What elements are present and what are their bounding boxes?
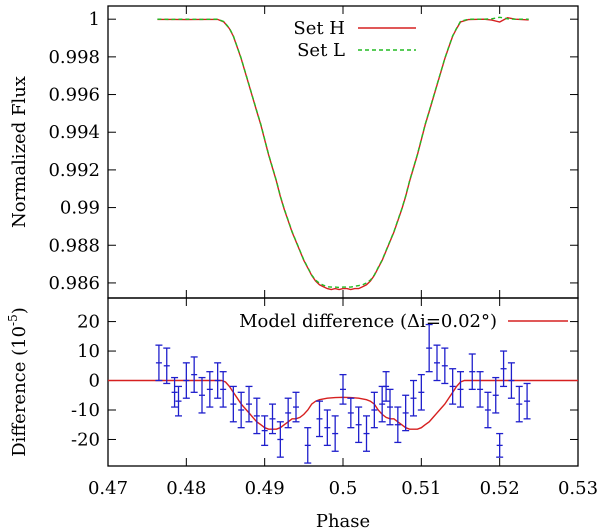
residual-errorbar (245, 385, 253, 423)
x-axis-label: Phase (316, 511, 370, 531)
top-ytick-label: 0.986 (48, 273, 100, 294)
residual-errorbar (229, 385, 237, 423)
top-ylabel: Normalized Flux (9, 76, 30, 228)
bottom-ylabel-main: Difference (10 (9, 326, 30, 457)
residual-errorbar (206, 371, 214, 408)
bottom-ylabel: Difference (10-5) (6, 307, 30, 457)
residual-errorbar (468, 353, 476, 391)
residual-errorbar (323, 409, 331, 447)
residual-errorbar (304, 427, 312, 464)
residual-errorbar (284, 397, 292, 429)
residual-errorbar (261, 415, 269, 447)
bottom-ytick-label: 0 (89, 371, 100, 392)
residual-errorbar (382, 371, 390, 402)
residual-errorbar (496, 432, 504, 458)
bottom-panel: -20 -10 0 10 20 0.47 0.48 0.49 0.5 0.51 0.52 0.53 Mo… (71, 297, 598, 499)
residual-errorbar (347, 397, 355, 429)
top-legend-label: Set H (293, 18, 345, 39)
residual-errorbar (339, 373, 347, 405)
top-ytick-label: 0.99 (60, 198, 100, 219)
residual-errorbar (219, 371, 227, 408)
top-ytick-label: 0.988 (48, 235, 100, 256)
residual-errorbar (253, 397, 261, 435)
residual-errorbar (190, 356, 198, 393)
bottom-ylabel-suffix: ) (9, 307, 30, 314)
residual-errorbar (476, 371, 484, 408)
residual-errorbar (276, 421, 284, 458)
bottom-ytick-label: -10 (71, 400, 100, 421)
residual-errorbar (155, 344, 163, 382)
residual-errorbar (433, 344, 441, 382)
residual-errorbar (378, 385, 386, 423)
top-legend-label: Set L (297, 40, 345, 61)
bottom-xtick-label: 0.53 (558, 478, 598, 499)
residual-errorbar (449, 368, 457, 405)
bottom-xtick-label: 0.52 (480, 478, 520, 499)
residual-errorbar (163, 347, 171, 385)
residual-errorbar (175, 385, 182, 417)
residual-errorbar (331, 415, 339, 452)
residual-errorbar (171, 376, 179, 408)
residual-errorbar (269, 403, 276, 435)
bottom-xtick-label: 0.47 (88, 478, 128, 499)
bottom-xtick-label: 0.5 (329, 478, 358, 499)
residual-errorbar (500, 350, 508, 388)
top-ytick-label: 0.996 (48, 85, 100, 106)
residual-errorbar (214, 362, 222, 399)
bottom-xtick-label: 0.49 (245, 478, 285, 499)
residual-errorbar (425, 323, 433, 373)
bottom-ylabel-exponent: -5 (6, 314, 20, 326)
residual-errorbar (292, 391, 300, 423)
residual-errorbar (523, 382, 531, 420)
residual-errorbar (386, 388, 394, 426)
residual-errorbar (182, 362, 190, 399)
residual-errorbar (237, 391, 245, 429)
bottom-ytick-label: 10 (77, 341, 100, 362)
bottom-ytick-label: -20 (71, 429, 100, 450)
residual-errorbar (507, 362, 515, 399)
residual-errorbar (417, 373, 425, 411)
top-panel: 0.986 0.988 0.99 0.992 0.994 0.996 0.998 1 Set H… (48, 5, 579, 299)
residual-errorbar (484, 391, 492, 429)
top-ytick-label: 0.992 (48, 160, 100, 181)
residual-errorbar (394, 406, 402, 444)
residual-errorbar (515, 385, 523, 423)
residual-errorbar (316, 400, 323, 438)
bottom-legend-label: Model difference (Δi=0.02°) (239, 311, 497, 332)
bottom-xtick-label: 0.48 (166, 478, 206, 499)
residual-errorbar (410, 379, 417, 417)
residual-errorbar (370, 391, 378, 429)
bottom-xtick-label: 0.51 (401, 478, 441, 499)
top-ytick-label: 0.998 (48, 47, 100, 68)
top-ytick-label: 0.994 (48, 122, 100, 143)
residual-errorbar (441, 347, 449, 385)
bottom-ytick-label: 20 (77, 312, 100, 333)
residual-errorbar (198, 376, 206, 414)
residual-errorbar (492, 376, 500, 414)
top-series-line-set-l (157, 16, 529, 289)
residual-errorbar (363, 415, 370, 452)
top-ytick-label: 1 (89, 9, 100, 30)
residual-errorbar (402, 394, 410, 432)
residual-errorbar (457, 371, 464, 408)
residual-errorbar (355, 406, 363, 444)
